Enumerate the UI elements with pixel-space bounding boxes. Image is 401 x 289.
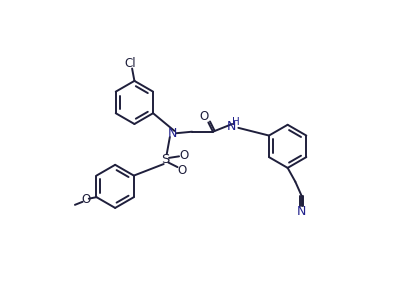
Text: H: H bbox=[232, 117, 239, 127]
Text: O: O bbox=[81, 193, 90, 206]
Text: O: O bbox=[178, 149, 188, 162]
Text: S: S bbox=[161, 153, 169, 166]
Text: N: N bbox=[167, 127, 176, 140]
Text: N: N bbox=[226, 120, 235, 133]
Text: O: O bbox=[177, 164, 186, 177]
Text: O: O bbox=[199, 110, 209, 123]
Text: Cl: Cl bbox=[124, 57, 136, 70]
Text: N: N bbox=[296, 205, 306, 218]
